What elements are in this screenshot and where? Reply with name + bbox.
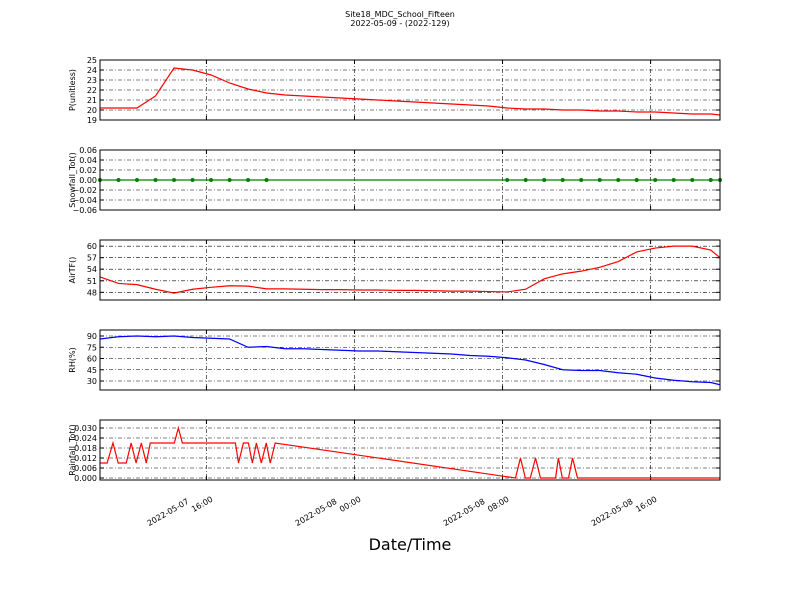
y-axis-label: AirTF() [68, 257, 77, 284]
data-point [153, 178, 158, 182]
y-tick-label: 23 [87, 76, 97, 85]
data-point [708, 178, 713, 182]
y-tick-label: 0.00 [79, 176, 97, 185]
y-tick-label: 30 [87, 377, 97, 386]
data-point [172, 178, 177, 182]
data-point [653, 178, 658, 182]
y-tick-label: 21 [87, 96, 97, 105]
data-line [99, 245, 721, 294]
data-point [523, 178, 528, 182]
figure-subtitle: 2022-05-09 - (2022-129) [350, 19, 449, 28]
y-tick-label: 0.018 [74, 444, 97, 453]
y-tick-label: 48 [87, 288, 97, 297]
y-tick-label: 24 [87, 66, 97, 75]
data-point [616, 178, 621, 182]
data-point [560, 178, 565, 182]
y-axis-label: RH(%) [68, 347, 77, 372]
data-line [100, 67, 721, 116]
y-tick-label: 0.006 [74, 464, 97, 473]
data-line [100, 425, 720, 479]
y-tick-label: −0.04 [72, 196, 97, 205]
y-tick-label: 45 [87, 366, 97, 375]
y-tick-label: 20 [87, 106, 97, 115]
plot-frame [99, 59, 721, 121]
data-line [99, 335, 721, 386]
data-point [579, 178, 584, 182]
y-tick-label: 60 [87, 355, 97, 364]
data-point [116, 178, 121, 182]
data-point [227, 178, 232, 182]
y-tick-label: −0.06 [72, 206, 97, 215]
y-tick-label: 25 [87, 56, 97, 65]
data-point [542, 178, 547, 182]
y-tick-label: 0.000 [74, 474, 97, 483]
data-point [597, 178, 602, 182]
plot-frame [99, 149, 721, 211]
y-axis-label: P(unitless) [68, 69, 77, 111]
figure-title: Site18_MDC_School_Fifteen [345, 10, 455, 19]
y-tick-label: 90 [87, 332, 97, 341]
plot-frame [99, 329, 721, 391]
y-axis-label: Snowfall_Tot() [68, 152, 77, 208]
y-axis-label: Rainfall_Tot() [68, 424, 77, 476]
y-tick-label: 75 [87, 343, 97, 352]
y-tick-label: 60 [87, 242, 97, 251]
data-point [209, 178, 214, 182]
x-axis-label: Date/Time [369, 535, 452, 554]
data-point [505, 178, 510, 182]
y-tick-label: 0.02 [79, 166, 97, 175]
y-tick-label: 0.012 [74, 454, 97, 463]
y-tick-label: 54 [87, 265, 97, 274]
y-tick-label: 57 [87, 254, 97, 263]
y-tick-label: 0.04 [79, 156, 97, 165]
y-tick-label: 0.030 [74, 424, 97, 433]
data-point [634, 178, 639, 182]
data-point [190, 178, 195, 182]
data-point [264, 178, 269, 182]
y-tick-label: −0.02 [72, 186, 97, 195]
y-tick-label: 22 [87, 86, 97, 95]
y-tick-label: 19 [87, 116, 97, 125]
data-point [135, 178, 140, 182]
data-point [690, 178, 695, 182]
data-point [671, 178, 676, 182]
y-tick-label: 51 [87, 277, 97, 286]
y-tick-label: 0.024 [74, 434, 97, 443]
y-tick-label: 0.06 [79, 146, 97, 155]
plot-frame [99, 239, 721, 301]
plot-frame [99, 419, 721, 481]
data-point [246, 178, 251, 182]
